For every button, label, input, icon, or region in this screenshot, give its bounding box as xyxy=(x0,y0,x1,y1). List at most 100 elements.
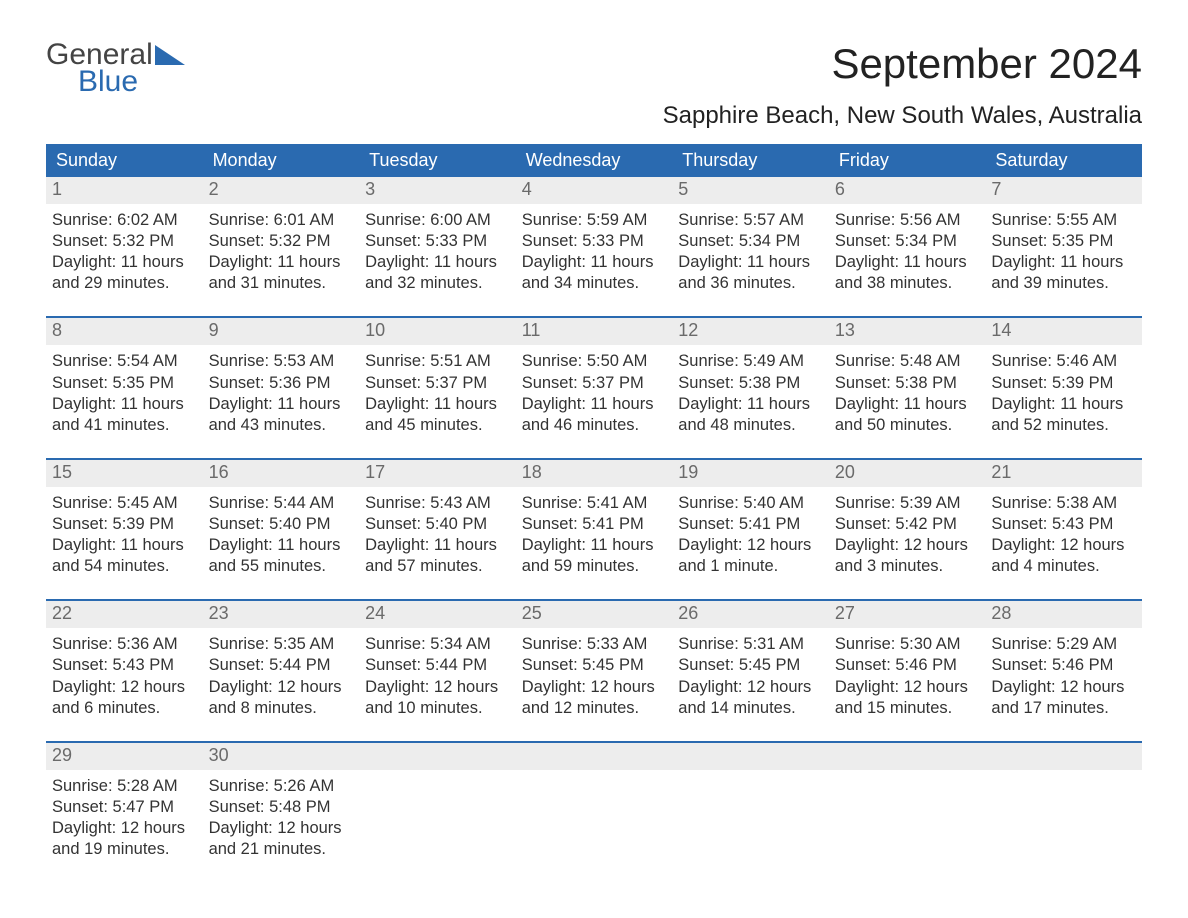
daylight-text: Daylight: 11 hours xyxy=(365,394,510,415)
daylight-text: Daylight: 12 hours xyxy=(678,535,823,556)
daylight-text: and 50 minutes. xyxy=(835,415,980,436)
daylight-text: and 32 minutes. xyxy=(365,273,510,294)
sunrise-text: Sunrise: 5:43 AM xyxy=(365,493,510,514)
day-cell xyxy=(516,770,673,860)
daylight-text: and 14 minutes. xyxy=(678,698,823,719)
sunset-text: Sunset: 5:45 PM xyxy=(522,655,667,676)
daylight-text: and 3 minutes. xyxy=(835,556,980,577)
day-number: 8 xyxy=(46,318,203,345)
daylight-text: and 31 minutes. xyxy=(209,273,354,294)
daylight-text: Daylight: 12 hours xyxy=(52,677,197,698)
daylight-text: and 41 minutes. xyxy=(52,415,197,436)
sunset-text: Sunset: 5:39 PM xyxy=(991,373,1136,394)
sunrise-text: Sunrise: 5:57 AM xyxy=(678,210,823,231)
daylight-text: and 54 minutes. xyxy=(52,556,197,577)
day-cell: Sunrise: 5:31 AMSunset: 5:45 PMDaylight:… xyxy=(672,628,829,718)
day-cell: Sunrise: 5:41 AMSunset: 5:41 PMDaylight:… xyxy=(516,487,673,577)
daylight-text: Daylight: 11 hours xyxy=(522,252,667,273)
calendar-week: 15161718192021Sunrise: 5:45 AMSunset: 5:… xyxy=(46,458,1142,577)
day-cell: Sunrise: 5:39 AMSunset: 5:42 PMDaylight:… xyxy=(829,487,986,577)
daylight-text: and 10 minutes. xyxy=(365,698,510,719)
sunrise-text: Sunrise: 5:39 AM xyxy=(835,493,980,514)
daylight-text: Daylight: 11 hours xyxy=(52,535,197,556)
day-number xyxy=(672,743,829,770)
sunset-text: Sunset: 5:40 PM xyxy=(365,514,510,535)
sunrise-text: Sunrise: 5:51 AM xyxy=(365,351,510,372)
daylight-text: and 29 minutes. xyxy=(52,273,197,294)
daylight-text: Daylight: 11 hours xyxy=(209,394,354,415)
day-cell: Sunrise: 5:30 AMSunset: 5:46 PMDaylight:… xyxy=(829,628,986,718)
sunset-text: Sunset: 5:36 PM xyxy=(209,373,354,394)
daylight-text: Daylight: 11 hours xyxy=(678,252,823,273)
sunset-text: Sunset: 5:39 PM xyxy=(52,514,197,535)
sunset-text: Sunset: 5:47 PM xyxy=(52,797,197,818)
day-cell: Sunrise: 5:43 AMSunset: 5:40 PMDaylight:… xyxy=(359,487,516,577)
sunrise-text: Sunrise: 5:46 AM xyxy=(991,351,1136,372)
weekday-header: Thursday xyxy=(672,144,829,177)
sunrise-text: Sunrise: 5:33 AM xyxy=(522,634,667,655)
day-number: 19 xyxy=(672,460,829,487)
sunrise-text: Sunrise: 5:54 AM xyxy=(52,351,197,372)
daylight-text: Daylight: 11 hours xyxy=(991,394,1136,415)
sunrise-text: Sunrise: 5:40 AM xyxy=(678,493,823,514)
sunset-text: Sunset: 5:34 PM xyxy=(835,231,980,252)
day-cell: Sunrise: 5:33 AMSunset: 5:45 PMDaylight:… xyxy=(516,628,673,718)
day-number: 13 xyxy=(829,318,986,345)
sunrise-text: Sunrise: 5:53 AM xyxy=(209,351,354,372)
daylight-text: Daylight: 11 hours xyxy=(678,394,823,415)
day-cell xyxy=(829,770,986,860)
logo-blue-text: Blue xyxy=(78,67,185,97)
title-block: September 2024 Sapphire Beach, New South… xyxy=(663,40,1142,130)
day-cell: Sunrise: 5:51 AMSunset: 5:37 PMDaylight:… xyxy=(359,345,516,435)
sunrise-text: Sunrise: 5:50 AM xyxy=(522,351,667,372)
day-cell: Sunrise: 5:53 AMSunset: 5:36 PMDaylight:… xyxy=(203,345,360,435)
sunset-text: Sunset: 5:33 PM xyxy=(522,231,667,252)
month-title: September 2024 xyxy=(663,40,1142,88)
day-number: 15 xyxy=(46,460,203,487)
day-cell: Sunrise: 6:00 AMSunset: 5:33 PMDaylight:… xyxy=(359,204,516,294)
weekday-header: Tuesday xyxy=(359,144,516,177)
day-number: 18 xyxy=(516,460,673,487)
daylight-text: Daylight: 12 hours xyxy=(209,677,354,698)
daylight-text: and 34 minutes. xyxy=(522,273,667,294)
sunset-text: Sunset: 5:32 PM xyxy=(52,231,197,252)
sunset-text: Sunset: 5:43 PM xyxy=(991,514,1136,535)
day-number: 4 xyxy=(516,177,673,204)
day-cell: Sunrise: 5:38 AMSunset: 5:43 PMDaylight:… xyxy=(985,487,1142,577)
daylight-text: Daylight: 11 hours xyxy=(209,535,354,556)
daylight-text: and 52 minutes. xyxy=(991,415,1136,436)
day-cell: Sunrise: 5:54 AMSunset: 5:35 PMDaylight:… xyxy=(46,345,203,435)
sunrise-text: Sunrise: 5:28 AM xyxy=(52,776,197,797)
day-number: 24 xyxy=(359,601,516,628)
daylight-text: Daylight: 12 hours xyxy=(991,677,1136,698)
sunset-text: Sunset: 5:35 PM xyxy=(991,231,1136,252)
daylight-text: and 19 minutes. xyxy=(52,839,197,860)
day-number: 22 xyxy=(46,601,203,628)
day-number: 20 xyxy=(829,460,986,487)
day-number: 7 xyxy=(985,177,1142,204)
daynum-row: 2930 xyxy=(46,743,1142,770)
daynum-row: 15161718192021 xyxy=(46,460,1142,487)
sunrise-text: Sunrise: 5:38 AM xyxy=(991,493,1136,514)
header: General Blue September 2024 Sapphire Bea… xyxy=(46,40,1142,130)
logo: General Blue xyxy=(46,40,185,97)
daylight-text: and 39 minutes. xyxy=(991,273,1136,294)
day-cell: Sunrise: 5:35 AMSunset: 5:44 PMDaylight:… xyxy=(203,628,360,718)
day-number xyxy=(516,743,673,770)
day-cell: Sunrise: 5:57 AMSunset: 5:34 PMDaylight:… xyxy=(672,204,829,294)
day-cell: Sunrise: 5:46 AMSunset: 5:39 PMDaylight:… xyxy=(985,345,1142,435)
daylight-text: Daylight: 12 hours xyxy=(835,677,980,698)
sunset-text: Sunset: 5:34 PM xyxy=(678,231,823,252)
sunrise-text: Sunrise: 5:41 AM xyxy=(522,493,667,514)
day-number: 21 xyxy=(985,460,1142,487)
daylight-text: Daylight: 11 hours xyxy=(835,252,980,273)
sunset-text: Sunset: 5:37 PM xyxy=(365,373,510,394)
sunrise-text: Sunrise: 5:31 AM xyxy=(678,634,823,655)
sunset-text: Sunset: 5:41 PM xyxy=(678,514,823,535)
sunrise-text: Sunrise: 5:34 AM xyxy=(365,634,510,655)
daylight-text: Daylight: 12 hours xyxy=(678,677,823,698)
day-number: 23 xyxy=(203,601,360,628)
day-number: 1 xyxy=(46,177,203,204)
logo-flag-icon xyxy=(155,41,185,71)
daylight-text: and 55 minutes. xyxy=(209,556,354,577)
